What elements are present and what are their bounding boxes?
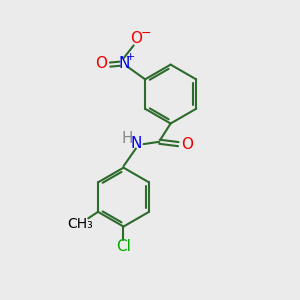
- Text: O: O: [181, 136, 193, 152]
- Text: O: O: [130, 32, 142, 46]
- Text: N: N: [118, 56, 130, 70]
- Text: O: O: [95, 56, 107, 71]
- Text: CH₃: CH₃: [68, 217, 93, 231]
- Text: H: H: [122, 131, 134, 146]
- Text: −: −: [141, 27, 152, 40]
- Text: +: +: [125, 52, 135, 62]
- Text: Cl: Cl: [116, 239, 131, 254]
- Text: N: N: [130, 136, 142, 151]
